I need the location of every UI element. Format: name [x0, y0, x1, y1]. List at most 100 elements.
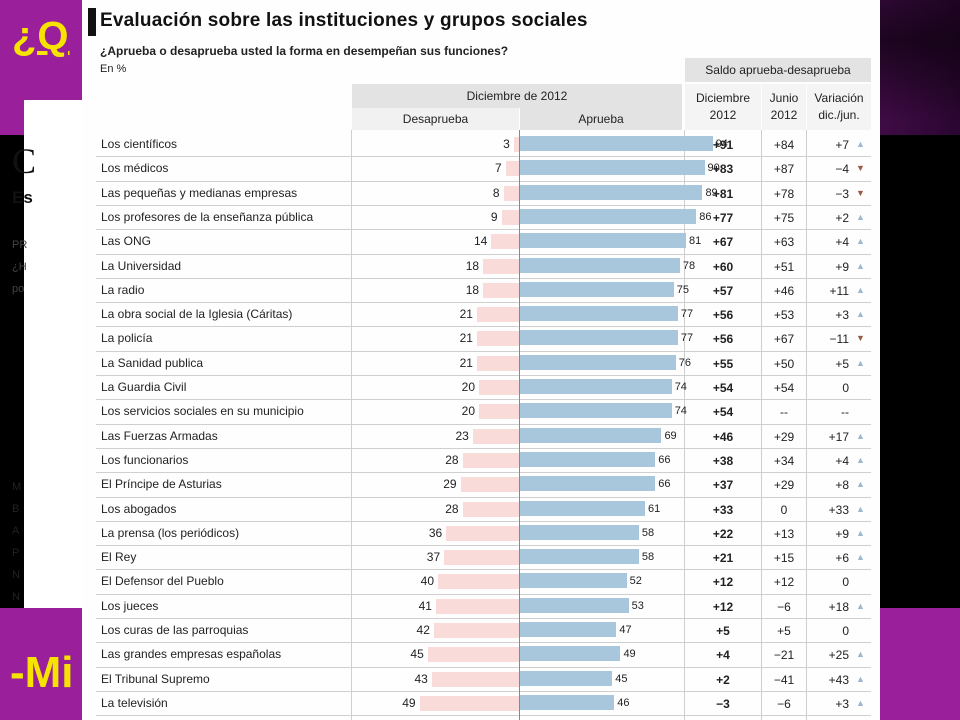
- variation-value: −3: [835, 186, 849, 201]
- slide-title: ¿Q: [12, 14, 70, 58]
- trend-up-icon: ▲: [856, 260, 865, 271]
- saldo-june-value: +34: [773, 453, 795, 468]
- approve-bar: [520, 136, 713, 151]
- disapprove-bar: [460, 477, 520, 493]
- approve-bar: [520, 403, 672, 419]
- row-divider: [96, 642, 871, 644]
- saldo-june-value: +63: [773, 235, 795, 250]
- saldo-june-value: +13: [773, 526, 795, 541]
- category-label: La policía: [101, 331, 153, 346]
- disapprove-value-label: 18: [465, 282, 480, 297]
- header-line: Diciembre: [695, 91, 750, 105]
- background-doc-line: B: [12, 503, 20, 515]
- variation-value: +8: [835, 478, 849, 493]
- disapprove-bar: [476, 307, 520, 323]
- row-divider: [96, 423, 871, 425]
- variation-value: +7: [835, 138, 849, 152]
- approve-value-label: 46: [617, 696, 630, 709]
- chart-center-axis: [519, 130, 520, 720]
- saldo-december-value: +77: [712, 210, 734, 225]
- approve-value-label: 90: [707, 162, 720, 175]
- approve-value-label: 52: [629, 575, 642, 588]
- figure-unit: En %: [100, 63, 127, 75]
- row-divider: [96, 229, 871, 231]
- approve-bar: [520, 451, 656, 467]
- approve-value-label: 69: [664, 429, 677, 442]
- trend-up-icon: ▲: [856, 673, 865, 684]
- disapprove-bar: [491, 234, 520, 250]
- category-label: La obra social de la Iglesia (Cáritas): [101, 307, 293, 322]
- disapprove-bar: [438, 574, 520, 590]
- figure-title: Evaluación sobre las instituciones y gru…: [100, 10, 588, 31]
- disapprove-value-label: 9: [490, 209, 498, 224]
- saldo-december-value: +4: [716, 648, 730, 663]
- disapprove-bar: [479, 380, 520, 395]
- saldo-december-value: +54: [712, 405, 734, 420]
- approve-value-label: 94: [715, 138, 728, 150]
- disapprove-bar: [419, 695, 520, 711]
- variation-value: +4: [835, 453, 849, 468]
- variation-value: 0: [842, 624, 849, 638]
- row-divider: [96, 715, 871, 717]
- approve-bar: [520, 257, 680, 273]
- disapprove-value-label: 21: [459, 331, 473, 346]
- category-label: Las pequeñas y medianas empresas: [101, 185, 298, 200]
- approve-value-label: 81: [689, 235, 702, 248]
- saldo-june-value: +75: [773, 210, 795, 225]
- background-doc-line: M: [12, 481, 22, 493]
- variation-value: +5: [835, 356, 849, 371]
- row-divider: [96, 350, 871, 352]
- disapprove-bar: [427, 647, 520, 663]
- disapprove-bar: [462, 452, 520, 468]
- disapprove-bar: [513, 137, 520, 152]
- disapprove-value-label: 29: [443, 477, 457, 492]
- saldo-december-value: +56: [712, 308, 734, 323]
- variation-value: +33: [828, 502, 849, 517]
- trend-up-icon: ▲: [856, 552, 865, 563]
- category-label: Los médicos: [101, 161, 169, 176]
- approve-bar: [520, 573, 627, 589]
- approve-value-label: 47: [619, 624, 632, 636]
- variation-value: +18: [828, 599, 849, 614]
- category-label: Los servicios sociales en su municipio: [101, 404, 304, 419]
- saldo-december-value: +54: [712, 381, 734, 395]
- approve-value-label: 58: [641, 526, 655, 539]
- category-label: La Sanidad publica: [101, 355, 204, 370]
- saldo-june-value: +15: [773, 551, 795, 566]
- saldo-december-value: +21: [712, 551, 734, 566]
- disapprove-value-label: 43: [414, 671, 428, 686]
- approve-bar: [520, 354, 676, 370]
- saldo-june-value: +67: [773, 332, 795, 347]
- category-label: Los científicos: [101, 137, 178, 151]
- category-label: La Universidad: [101, 258, 182, 273]
- saldo-december-value: +55: [712, 356, 734, 371]
- variation-value: +3: [835, 696, 849, 711]
- saldo-december-value: +81: [712, 186, 734, 201]
- saldo-june-value: --: [780, 405, 788, 420]
- row-divider: [96, 496, 871, 498]
- trend-up-icon: ▲: [856, 430, 865, 441]
- disapprove-value-label: 37: [426, 550, 441, 565]
- saldo-june-value: +84: [773, 138, 795, 152]
- disapprove-bar: [483, 258, 520, 274]
- saldo-december-value: +83: [712, 162, 734, 177]
- background-doc-line: PR: [12, 239, 28, 251]
- row-divider: [96, 666, 871, 668]
- saldo-december-value: +60: [712, 259, 734, 274]
- column-divider: [761, 130, 762, 720]
- row-divider: [96, 569, 871, 571]
- background-doc-line: N: [12, 569, 20, 581]
- approve-bar: [520, 184, 703, 200]
- variation-value: +2: [835, 210, 849, 225]
- category-label: El Tribunal Supremo: [101, 671, 210, 686]
- disapprove-bar: [503, 185, 520, 201]
- approve-value-label: 53: [631, 599, 644, 612]
- approve-bar: [520, 160, 705, 176]
- approve-bar: [520, 233, 687, 249]
- saldo-june-value: +53: [773, 308, 795, 323]
- category-label: Los profesores de la enseñanza pública: [101, 209, 314, 224]
- category-label: Las Fuerzas Armadas: [101, 428, 218, 443]
- column-divider: [684, 130, 685, 720]
- background-doc-heading: Es: [12, 188, 33, 207]
